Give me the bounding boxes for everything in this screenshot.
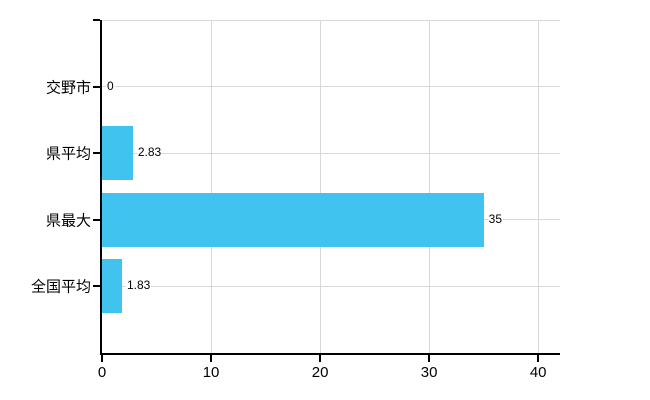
x-gridline xyxy=(538,20,540,353)
x-tick-label: 20 xyxy=(311,364,329,381)
value-label: 0 xyxy=(106,78,115,94)
y-gridline xyxy=(102,152,560,154)
category-label: 県平均 xyxy=(45,145,91,163)
y-axis-tick xyxy=(93,285,100,288)
x-gridline xyxy=(429,20,431,353)
y-axis-tick xyxy=(93,152,100,155)
x-tick-label: 0 xyxy=(97,364,107,381)
y-axis-tick xyxy=(93,218,100,221)
category-label: 県最大 xyxy=(45,212,91,230)
value-label: 2.83 xyxy=(136,145,163,161)
value-label: 35 xyxy=(487,211,504,227)
y-gridline xyxy=(102,86,560,88)
value-label: 1.83 xyxy=(125,278,152,294)
bar xyxy=(102,126,133,181)
category-label: 全国平均 xyxy=(30,278,91,296)
x-tick-label: 10 xyxy=(202,364,220,381)
y-gridline xyxy=(102,285,560,287)
x-axis-tick xyxy=(428,355,431,362)
x-gridline xyxy=(211,20,213,353)
x-gridline xyxy=(320,20,322,353)
bar xyxy=(102,192,484,247)
x-axis-tick xyxy=(319,355,322,362)
category-label: 交野市 xyxy=(45,79,91,97)
x-tick-label: 40 xyxy=(529,364,547,381)
x-axis-tick xyxy=(101,355,103,362)
y-axis-tick xyxy=(93,85,100,88)
bar xyxy=(102,259,122,314)
plot-area: 0 10 20 30 40 交野市 0 県平均 2.83 県最大 35 全国平均 1.83 xyxy=(31,19,560,381)
x-axis-tick xyxy=(210,355,213,362)
x-tick-label: 30 xyxy=(420,364,438,381)
x-axis-tick xyxy=(537,355,540,362)
plot-top-gridline xyxy=(102,20,560,21)
y-axis-top-tick xyxy=(93,19,100,21)
